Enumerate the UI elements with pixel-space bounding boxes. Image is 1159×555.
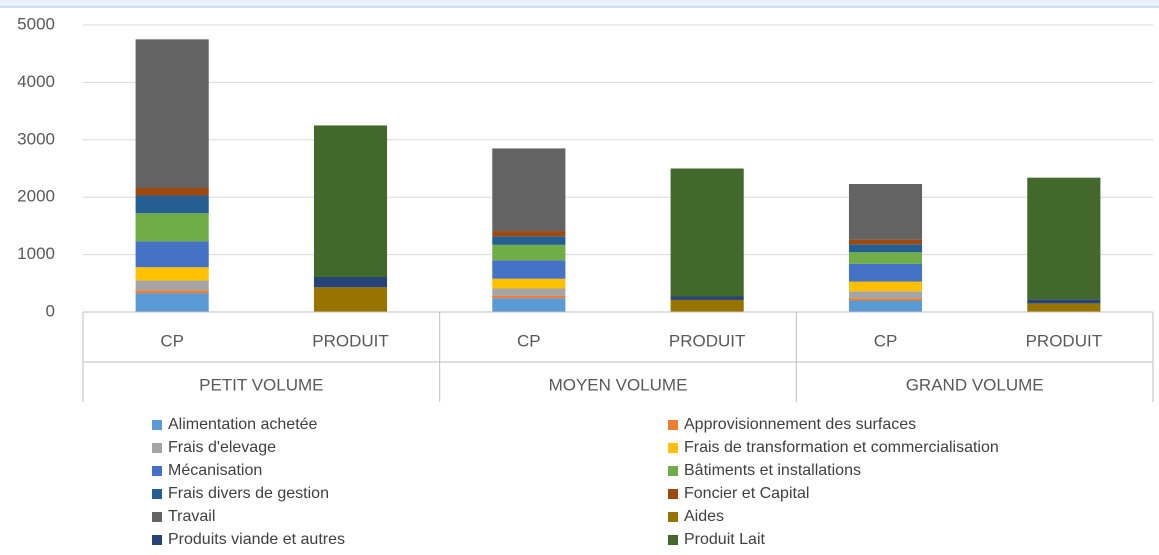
bar-segment <box>492 278 566 289</box>
bar-segment <box>848 291 923 299</box>
legend-label: Mécanisation <box>168 462 262 479</box>
legend-swatch <box>668 512 678 522</box>
legend-label: Frais d'elevage <box>168 439 276 456</box>
group-label: GRAND VOLUME <box>906 375 1044 394</box>
bar-segment <box>135 290 209 294</box>
bar-segment <box>670 168 744 297</box>
legend-label: Produits viande et autres <box>168 531 345 548</box>
bar-segment <box>1027 177 1101 300</box>
legend-label: Produit Lait <box>684 531 765 548</box>
legend-swatch <box>668 489 678 499</box>
bar-segment <box>848 298 923 301</box>
bar-segment <box>313 125 388 277</box>
legend-swatch <box>668 443 678 453</box>
bar-segment <box>492 231 566 237</box>
legend-label: Approvisionnement des surfaces <box>684 416 916 433</box>
group-label: PETIT VOLUME <box>199 375 323 394</box>
bar-segment <box>313 276 388 288</box>
bar-segment <box>135 267 209 281</box>
legend-label: Foncier et Capital <box>684 485 809 502</box>
bar-segment <box>135 213 209 242</box>
bar-segment <box>670 299 744 312</box>
bar-segment <box>135 195 209 214</box>
bar-segment <box>848 244 923 253</box>
bar-segment <box>135 188 209 196</box>
legend-swatch <box>152 512 162 522</box>
y-tick-label: 3000 <box>17 129 55 148</box>
legend-label: Frais de transformation et commercialisa… <box>684 439 999 456</box>
x-tick-label: CP <box>160 331 184 350</box>
bar-segment <box>492 148 566 232</box>
legend-swatch <box>668 535 678 545</box>
bar-segment <box>848 183 923 240</box>
bar-segment <box>670 296 744 300</box>
bar-segment <box>492 260 566 279</box>
bar-segment <box>848 281 923 292</box>
bar-segment <box>1027 303 1101 312</box>
legend-label: Alimentation achetée <box>168 416 318 433</box>
bar-segment <box>135 293 209 312</box>
bar-segment <box>135 280 209 291</box>
bar-segment <box>492 298 566 312</box>
bar-segment <box>313 287 388 312</box>
x-tick-label: CP <box>874 331 898 350</box>
legend-swatch <box>152 420 162 430</box>
y-tick-label: 1000 <box>17 244 55 263</box>
bar-segment <box>1027 299 1101 304</box>
bar-segment <box>492 288 566 296</box>
bar-segment <box>492 236 566 245</box>
top-strip <box>0 0 1159 7</box>
legend-swatch <box>152 443 162 453</box>
bar-segment <box>492 244 566 261</box>
legend-label: Bâtiments et installations <box>684 462 861 479</box>
x-tick-label: PRODUIT <box>669 331 746 350</box>
y-tick-label: 4000 <box>17 72 55 91</box>
legend-swatch <box>152 489 162 499</box>
bar-segment <box>848 252 923 264</box>
legend-label: Aides <box>684 508 724 525</box>
legend-swatch <box>152 466 162 476</box>
x-tick-label: PRODUIT <box>1026 331 1103 350</box>
legend-swatch <box>668 466 678 476</box>
x-tick-label: CP <box>517 331 541 350</box>
y-tick-label: 2000 <box>17 187 55 206</box>
y-tick-label: 0 <box>46 301 55 320</box>
legend-label: Travail <box>168 508 215 525</box>
legend-label: Frais divers de gestion <box>168 485 329 502</box>
bar-segment <box>848 239 923 245</box>
legend-swatch <box>668 420 678 430</box>
bar-segment <box>135 39 209 189</box>
x-tick-label: PRODUIT <box>312 331 389 350</box>
group-label: MOYEN VOLUME <box>549 375 688 394</box>
bar-segment <box>492 295 566 299</box>
bar-segment <box>848 300 923 312</box>
y-tick-label: 5000 <box>17 14 55 33</box>
bar-segment <box>848 263 923 282</box>
legend-swatch <box>152 535 162 545</box>
bar-segment <box>135 241 209 268</box>
